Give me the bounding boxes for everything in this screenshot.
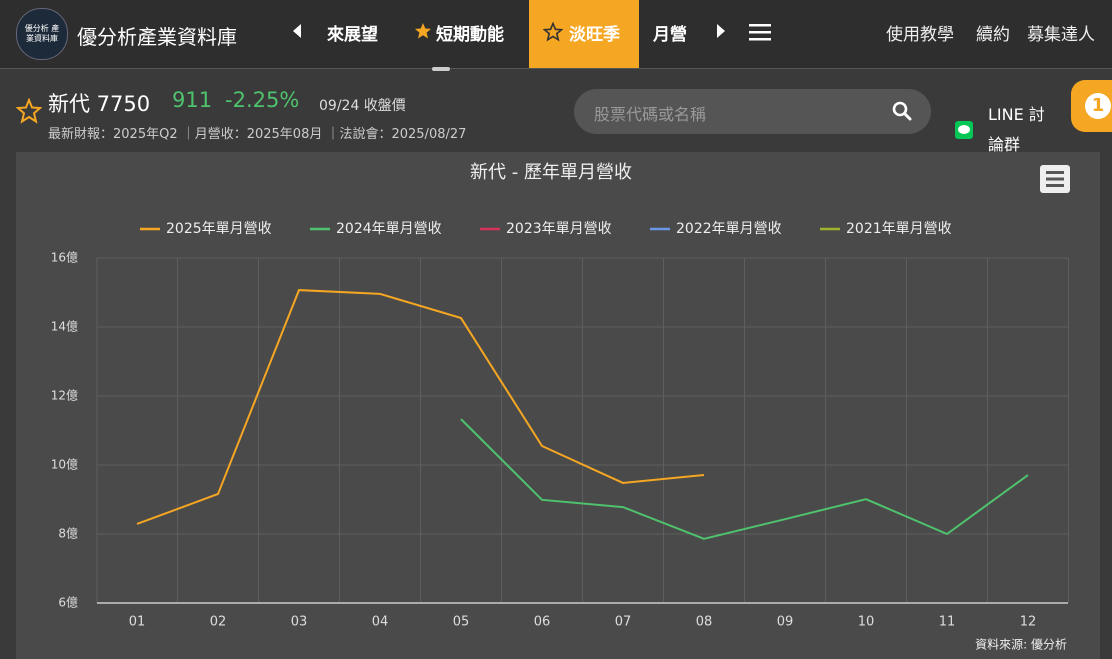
x-tick-label: 12 bbox=[1020, 615, 1037, 630]
x-tick-label: 03 bbox=[291, 615, 308, 630]
x-tick-label: 08 bbox=[696, 615, 713, 630]
legend-label: 2022年單月營收 bbox=[676, 221, 782, 237]
x-tick-label: 06 bbox=[534, 615, 551, 630]
scroll-indicator bbox=[432, 67, 450, 71]
badge-count: 1 bbox=[1091, 95, 1105, 116]
logo[interactable]: 優分析 產業資料庫 bbox=[16, 8, 68, 60]
legend-label: 2024年單月營收 bbox=[336, 221, 442, 237]
stock-change: -2.25% bbox=[225, 88, 300, 112]
y-tick-label: 6億 bbox=[58, 596, 78, 610]
y-tick-label: 12億 bbox=[51, 389, 78, 403]
x-tick-label: 02 bbox=[210, 615, 227, 630]
star-icon bbox=[415, 23, 431, 39]
y-tick-label: 16億 bbox=[51, 251, 78, 265]
favorite-star[interactable] bbox=[16, 98, 42, 124]
stock-info: 最新財報：2025年Q2 ｜月營收：2025年08月 ｜法說會：2025/08/… bbox=[48, 127, 467, 142]
chart: 新代 - 歷年單月營收 資料來源: 優分析 01 02 03 04 05 06 07 08 09… bbox=[16, 152, 1100, 659]
series-line bbox=[460, 418, 1029, 540]
site-title[interactable]: 優分析產業資料庫 bbox=[77, 25, 237, 49]
stock-price: 911 bbox=[172, 88, 213, 112]
export-menu[interactable] bbox=[1040, 165, 1070, 193]
badge: 1 bbox=[1085, 93, 1111, 119]
nav-link[interactable]: 募集達人 bbox=[1027, 25, 1095, 45]
y-tick-label: 10億 bbox=[51, 458, 78, 472]
search-box[interactable]: 股票代碼或名稱 bbox=[574, 89, 931, 134]
nav-active[interactable]: 淡旺季 bbox=[529, 0, 639, 68]
x-tick-label: 01 bbox=[129, 615, 146, 630]
line-label[interactable]: LINE 討論群 bbox=[988, 105, 1045, 154]
x-tick-label: 11 bbox=[939, 615, 956, 630]
top-bar: 優分析 產業資料庫 優分析產業資料庫 來展望 短期動能 淡旺季 月營 使用教學 … bbox=[0, 0, 1112, 71]
x-tick-label: 05 bbox=[453, 615, 470, 630]
x-tick-label: 09 bbox=[777, 615, 794, 630]
notification-tab[interactable]: 1 bbox=[1071, 80, 1112, 132]
nav-next[interactable] bbox=[716, 24, 726, 38]
legend-label: 2023年單月營收 bbox=[506, 221, 612, 237]
search-icon[interactable] bbox=[892, 101, 912, 121]
y-tick-label: 8億 bbox=[58, 527, 78, 541]
x-tick-label: 04 bbox=[372, 615, 389, 630]
menu-icon[interactable] bbox=[749, 23, 771, 41]
nav-link[interactable]: 使用教學 bbox=[886, 25, 954, 45]
star-icon bbox=[543, 22, 563, 42]
line-icon[interactable] bbox=[955, 121, 973, 139]
x-tick-label: 07 bbox=[615, 615, 632, 630]
nav-item[interactable]: 短期動能 bbox=[436, 25, 504, 45]
x-tick-label: 10 bbox=[858, 615, 875, 630]
legend-label: 2021年單月營收 bbox=[846, 221, 952, 237]
y-tick-label: 14億 bbox=[51, 320, 78, 334]
nav-prev[interactable] bbox=[292, 24, 302, 38]
series-line bbox=[136, 289, 705, 525]
legend-label: 2025年單月營收 bbox=[166, 221, 272, 237]
chart-background bbox=[16, 152, 1100, 659]
stock-name: 新代 7750 bbox=[48, 92, 151, 116]
logo-text: 優分析 產業資料庫 bbox=[24, 24, 60, 43]
nav-link[interactable]: 續約 bbox=[976, 25, 1010, 45]
search-placeholder: 股票代碼或名稱 bbox=[594, 105, 707, 124]
stock-date: 09/24 收盤價 bbox=[319, 98, 406, 114]
nav-item[interactable]: 月營 bbox=[653, 25, 687, 45]
nav-item[interactable]: 來展望 bbox=[327, 25, 378, 45]
nav-item: 淡旺季 bbox=[569, 25, 620, 45]
chart-title: 新代 - 歷年單月營收 bbox=[470, 162, 632, 183]
chart-source: 資料來源: 優分析 bbox=[975, 638, 1067, 652]
